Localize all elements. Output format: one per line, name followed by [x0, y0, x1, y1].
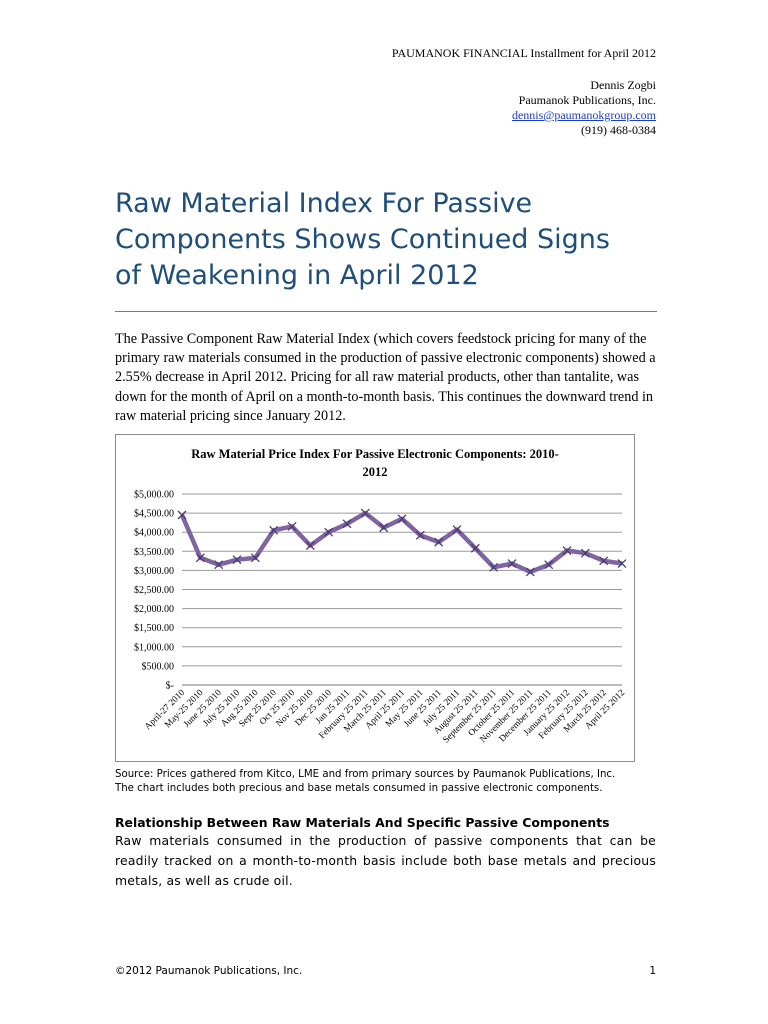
y-tick-label: $1,000.00 — [134, 642, 174, 653]
chart-gridlines — [182, 493, 622, 686]
series-polyline — [179, 510, 623, 575]
phone-number: (919) 468-0384 — [581, 123, 656, 137]
data-point — [525, 567, 535, 577]
source-line-2: The chart includes both precious and bas… — [115, 783, 603, 794]
section-subheading: Relationship Between Raw Materials And S… — [115, 815, 610, 830]
series-markers — [177, 508, 627, 577]
chart-title-line-2: 2012 — [363, 465, 388, 479]
data-point — [415, 530, 425, 540]
data-point — [617, 559, 627, 568]
company-name: Paumanok Publications, Inc. — [518, 93, 656, 107]
chart-canvas: Raw Material Price Index For Passive Ele… — [134, 447, 627, 745]
y-tick-label: $2,500.00 — [134, 585, 174, 596]
y-tick-label: $- — [166, 681, 174, 692]
series-line — [179, 510, 623, 575]
data-point — [544, 560, 554, 570]
data-point — [507, 559, 517, 568]
data-point — [342, 519, 352, 529]
footer-copyright: ©2012 Paumanok Publications, Inc. — [115, 965, 303, 977]
data-point — [599, 556, 609, 566]
y-tick-label: $3,000.00 — [134, 566, 174, 577]
data-point — [177, 510, 187, 520]
body-paragraph: Raw materials consumed in the production… — [115, 833, 656, 888]
data-point — [232, 555, 242, 565]
data-point — [379, 523, 389, 533]
data-point — [470, 543, 480, 553]
data-point — [360, 508, 370, 518]
footer-page-number: 1 — [649, 965, 656, 977]
email-link[interactable]: dennis@paumanokgroup.com — [511, 108, 656, 122]
y-tick-label: $4,000.00 — [134, 528, 174, 539]
data-point — [195, 553, 205, 563]
y-tick-label: $4,500.00 — [134, 509, 174, 520]
author-name: Dennis Zogbi — [590, 78, 656, 92]
data-point — [250, 553, 260, 563]
data-point — [269, 525, 279, 535]
y-tick-label: $5,000.00 — [134, 490, 174, 501]
y-tick-label: $500.00 — [142, 661, 175, 672]
y-axis-ticks: $- $500.00 $1,000.00 $1,500.00 $2,000.00 $2,5… — [134, 490, 174, 692]
data-point — [214, 560, 224, 570]
data-point — [562, 546, 572, 555]
y-tick-label: $3,500.00 — [134, 547, 174, 558]
chart-title-line-1: Raw Material Price Index For Passive Ele… — [191, 447, 559, 461]
data-point — [489, 562, 499, 572]
data-point — [397, 514, 407, 524]
data-point — [287, 522, 297, 531]
chart-source-note: Source: Prices gathered from Kitco, LME … — [115, 768, 660, 796]
y-tick-label: $1,500.00 — [134, 623, 174, 634]
intro-paragraph: The Passive Component Raw Material Index… — [115, 331, 656, 424]
data-point — [580, 548, 590, 558]
data-point — [452, 525, 462, 534]
data-point — [324, 527, 334, 537]
data-point — [305, 541, 315, 551]
price-index-chart: Raw Material Price Index For Passive Ele… — [115, 434, 635, 762]
page-title: Raw Material Index For Passive Component… — [115, 188, 610, 291]
contact-block: Dennis Zogbi Paumanok Publications, Inc.… — [512, 78, 656, 138]
data-point — [434, 537, 444, 547]
running-header: PAUMANOK FINANCIAL Installment for April… — [391, 46, 656, 60]
source-line-1: Source: Prices gathered from Kitco, LME … — [115, 769, 616, 780]
y-tick-label: $2,000.00 — [134, 604, 174, 615]
title-divider — [115, 311, 657, 312]
